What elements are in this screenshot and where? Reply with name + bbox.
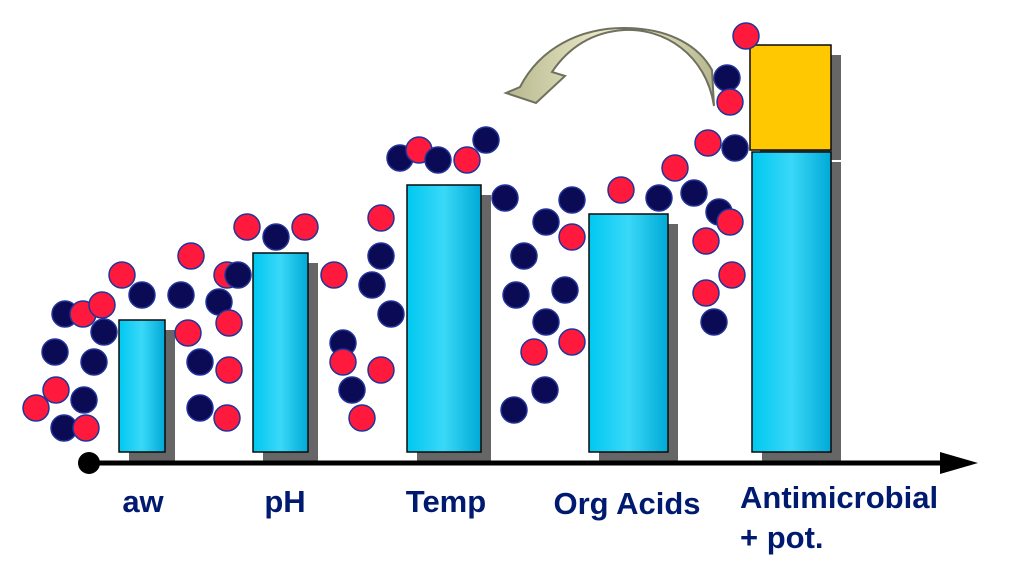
red-circle-icon — [174, 319, 202, 347]
navy-circle-icon — [186, 348, 214, 376]
red-circle-icon — [718, 261, 746, 289]
red-circle-icon — [367, 204, 395, 232]
red-circle-icon — [320, 261, 348, 289]
navy-circle-icon — [167, 281, 195, 309]
red-circle-icon — [716, 88, 744, 116]
bar-temp — [406, 184, 482, 453]
red-circle-icon — [732, 22, 760, 50]
navy-circle-icon — [128, 281, 156, 309]
red-circle-icon — [367, 356, 395, 384]
red-circle-icon — [215, 309, 243, 337]
navy-circle-icon — [700, 308, 728, 336]
particles — [22, 22, 760, 442]
navy-circle-icon — [532, 208, 560, 236]
red-circle-icon — [607, 176, 635, 204]
navy-circle-icon — [472, 126, 500, 154]
navy-circle-icon — [224, 261, 252, 289]
red-circle-icon — [177, 242, 205, 270]
navy-circle-icon — [80, 348, 108, 376]
red-circle-icon — [716, 208, 744, 236]
navy-circle-icon — [680, 179, 708, 207]
navy-circle-icon — [377, 300, 405, 328]
navy-circle-icon — [531, 376, 559, 404]
red-circle-icon — [520, 338, 548, 366]
red-circle-icon — [692, 227, 720, 255]
red-circle-icon — [215, 356, 243, 384]
label-ph: pH — [264, 484, 306, 519]
red-circle-icon — [233, 213, 261, 241]
label-potentiator: + pot. — [740, 520, 824, 555]
navy-circle-icon — [510, 242, 538, 270]
red-circle-icon — [453, 146, 481, 174]
extra-block-antimicrobial — [749, 44, 832, 151]
bar-shadows — [129, 55, 841, 462]
navy-circle-icon — [70, 386, 98, 414]
red-circle-icon — [329, 348, 357, 376]
red-circle-icon — [348, 404, 376, 432]
red-circle-icon — [88, 291, 116, 319]
label-antimicrobial: Antimicrobial — [740, 480, 939, 515]
navy-circle-icon — [645, 184, 673, 212]
bar-antimicrobial — [751, 151, 832, 453]
bar-org-acids — [588, 213, 669, 453]
red-circle-icon — [661, 154, 689, 182]
navy-circle-icon — [500, 396, 528, 424]
red-circle-icon — [558, 328, 586, 356]
bar-aw — [118, 319, 166, 453]
label-org-acids: Org Acids — [553, 486, 701, 521]
navy-circle-icon — [502, 281, 530, 309]
navy-circle-icon — [713, 64, 741, 92]
red-circle-icon — [694, 129, 722, 157]
curved-arrow-icon — [503, 26, 715, 107]
red-circle-icon — [108, 261, 136, 289]
navy-circle-icon — [558, 186, 586, 214]
navy-circle-icon — [532, 308, 560, 336]
red-circle-icon — [42, 376, 70, 404]
label-aw: aw — [122, 484, 164, 519]
red-circle-icon — [692, 279, 720, 307]
navy-circle-icon — [358, 271, 386, 299]
navy-circle-icon — [338, 376, 366, 404]
bar-ph — [252, 252, 309, 453]
red-circle-icon — [213, 404, 241, 432]
red-circle-icon — [22, 394, 50, 422]
navy-circle-icon — [367, 242, 395, 270]
red-circle-icon — [291, 213, 319, 241]
navy-circle-icon — [186, 394, 214, 422]
label-temp: Temp — [405, 484, 487, 519]
navy-circle-icon — [721, 134, 749, 162]
navy-circle-icon — [424, 146, 452, 174]
navy-circle-icon — [551, 276, 579, 304]
navy-circle-icon — [491, 184, 519, 212]
arrow-axis-icon — [78, 452, 978, 474]
navy-circle-icon — [90, 318, 118, 346]
red-circle-icon — [72, 414, 100, 442]
navy-circle-icon — [41, 338, 69, 366]
hurdle-bars — [118, 44, 832, 453]
red-circle-icon — [558, 223, 586, 251]
navy-circle-icon — [262, 223, 290, 251]
